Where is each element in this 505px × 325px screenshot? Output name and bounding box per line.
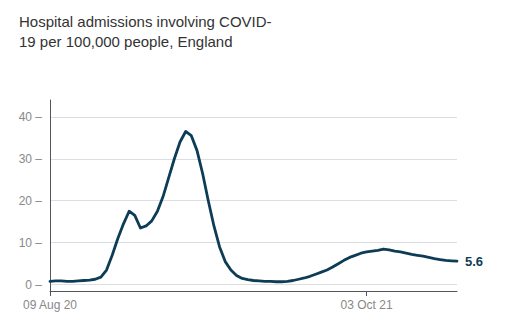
- svg-text:40 –: 40 –: [19, 110, 43, 124]
- svg-text:03 Oct 21: 03 Oct 21: [341, 298, 393, 312]
- svg-text:5.6: 5.6: [465, 254, 483, 269]
- svg-text:10 –: 10 –: [19, 236, 43, 250]
- svg-text:0 –: 0 –: [25, 278, 42, 292]
- svg-text:19 per 100,000 people, England: 19 per 100,000 people, England: [19, 33, 233, 50]
- svg-text:Hospital admissions involving: Hospital admissions involving COVID-: [19, 13, 272, 30]
- svg-text:20 –: 20 –: [19, 194, 43, 208]
- svg-text:30 –: 30 –: [19, 152, 43, 166]
- svg-text:09 Aug 20: 09 Aug 20: [23, 298, 77, 312]
